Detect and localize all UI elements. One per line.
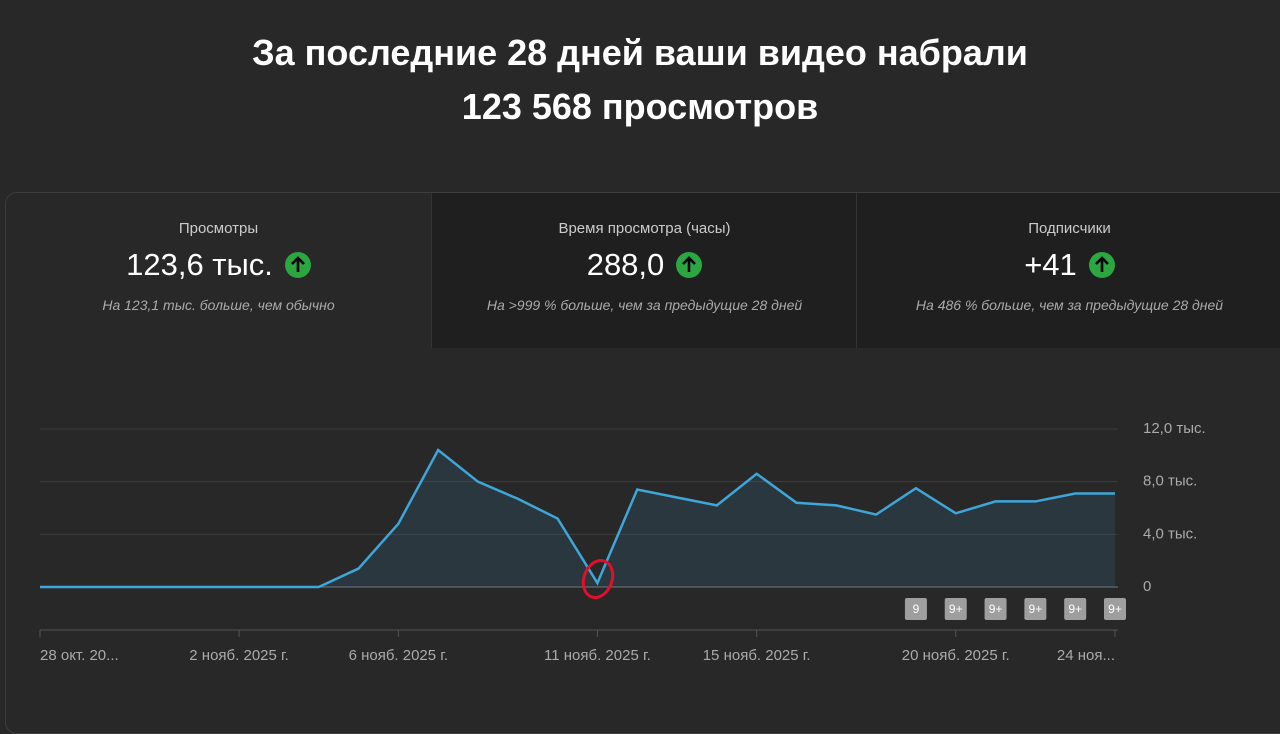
y-tick-label: 4,0 тыс.	[1143, 525, 1197, 542]
metric-tab[interactable]: Подписчики +41 На 486 % больше, чем за пре…	[856, 193, 1280, 348]
page: За последние 28 дней ваши видео набрали …	[0, 26, 1280, 734]
metric-note: На >999 % больше, чем за предыдущие 28 д…	[486, 297, 803, 313]
x-tick-label: 28 окт. 20...	[40, 647, 119, 664]
video-marker[interactable]: 9+	[1024, 598, 1047, 620]
marker-box	[984, 598, 1007, 620]
metric-value-row: 123,6 тыс.	[6, 247, 431, 283]
video-marker[interactable]: 9+	[984, 598, 1007, 620]
metric-note: На 123,1 тыс. больше, чем обычно	[102, 297, 335, 313]
title-line: За последние 28 дней ваши видео набрали	[252, 32, 1028, 73]
x-tick-label: 15 нояб. 2025 г.	[703, 647, 811, 664]
x-tick-label: 6 нояб. 2025 г.	[349, 647, 449, 664]
marker-label: 9+	[1108, 602, 1122, 616]
video-marker[interactable]: 9+	[1064, 598, 1087, 620]
x-tick-label: 2 нояб. 2025 г.	[189, 647, 289, 664]
metric-label: Время просмотра (часы)	[558, 220, 731, 237]
metric-tab[interactable]: Время просмотра (часы) 288,0 На >999 % бол…	[431, 193, 857, 348]
metric-tab[interactable]: Просмотры 123,6 тыс. На 123,1 тыс. больше,…	[6, 193, 431, 348]
marker-box	[944, 598, 967, 620]
area	[40, 450, 1115, 587]
x-tick-label: 11 нояб. 2025 г.	[544, 647, 651, 664]
line	[40, 448, 1115, 589]
marker-box	[1024, 598, 1047, 620]
marker-box	[904, 598, 927, 620]
metric-value: 288,0	[586, 247, 665, 282]
y-tick-label: 8,0 тыс.	[1143, 473, 1197, 490]
metric-value: 123,6 тыс.	[126, 247, 273, 282]
annotation-circle	[581, 559, 615, 599]
x-tick-label: 24 ноя...	[1057, 647, 1115, 664]
title-line: 123 568 просмотров	[461, 86, 819, 127]
metric-label: Просмотры	[178, 220, 259, 237]
video-marker[interactable]: 9	[904, 598, 927, 620]
marker-box	[1104, 598, 1126, 620]
marker-box	[1064, 598, 1087, 620]
video-marker[interactable]: 9+	[944, 598, 967, 620]
up-icon	[676, 252, 703, 278]
video-marker[interactable]: 9+	[1104, 598, 1126, 620]
marker-label: 9+	[989, 602, 1003, 616]
metric-note: На 486 % больше, чем за предыдущие 28 дн…	[915, 297, 1224, 313]
up-icon	[1088, 252, 1115, 278]
marker-label: 9+	[949, 602, 963, 616]
marker-label: 9+	[1029, 602, 1043, 616]
x-tick-label: 20 нояб. 2025 г.	[902, 647, 1010, 664]
y-tick-label: 0	[1143, 578, 1151, 595]
metric-label: Подписчики	[1028, 220, 1111, 237]
marker-label: 9+	[1068, 602, 1082, 616]
metric-value-row: 288,0	[432, 247, 857, 283]
metric-value-row: +41	[857, 247, 1280, 283]
metric-value: +41	[1024, 247, 1077, 282]
up-icon	[284, 252, 311, 278]
analytics-panel: Просмотры 123,6 тыс. На 123,1 тыс. больше,…	[5, 192, 1280, 734]
marker-label: 9	[913, 602, 920, 616]
chart: 0 4,0 тыс. 8,0 тыс. 12,0 тыс. 28 окт. 20... 2…	[39, 420, 1206, 664]
y-tick-label: 12,0 тыс.	[1143, 420, 1206, 437]
header: За последние 28 дней ваши видео набрали …	[0, 26, 1280, 134]
